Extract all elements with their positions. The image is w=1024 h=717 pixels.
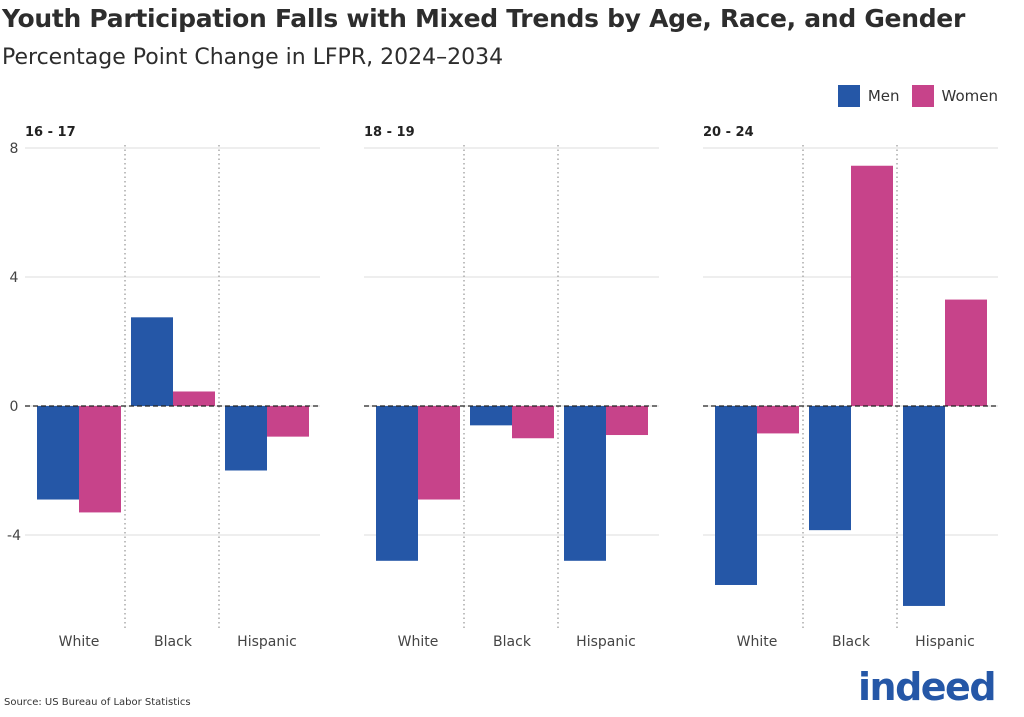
bar-20-24-black-men [809, 406, 851, 531]
chart-title: Youth Participation Falls with Mixed Tre… [2, 4, 965, 33]
bar-18-19-hispanic-women [606, 406, 648, 436]
chart-subtitle: Percentage Point Change in LFPR, 2024–20… [2, 45, 504, 70]
bar-20-24-black-women [851, 165, 893, 406]
bar-16-17-black-men [131, 317, 173, 406]
x-tick-label: White [59, 634, 100, 650]
y-tick-label: -4 [7, 528, 21, 544]
x-tick-label: Black [832, 634, 871, 650]
x-tick-label: White [398, 634, 439, 650]
bar-18-19-white-men [376, 406, 418, 561]
x-tick-label: Black [493, 634, 532, 650]
y-tick-label: 8 [10, 141, 19, 157]
legend-label-women: Women [941, 87, 998, 105]
x-tick-label: Hispanic [915, 634, 975, 650]
x-tick-label: Hispanic [576, 634, 636, 650]
legend: Men Women [826, 85, 998, 107]
x-tick-label: White [737, 634, 778, 650]
source-note: Source: US Bureau of Labor Statistics [4, 697, 191, 708]
indeed-logo: indeed [858, 665, 997, 709]
bar-20-24-white-women [757, 406, 799, 434]
bar-18-19-black-men [470, 406, 512, 426]
bar-16-17-hispanic-men [225, 406, 267, 471]
panel-title: 20 - 24 [703, 125, 754, 140]
x-tick-label: Hispanic [237, 634, 297, 650]
y-tick-label: 4 [10, 270, 19, 286]
legend-swatch-women [911, 85, 934, 107]
bar-16-17-black-women [173, 391, 215, 406]
legend-label-men: Men [867, 87, 900, 105]
bar-16-17-white-women [79, 406, 121, 513]
bar-18-19-white-women [418, 406, 460, 500]
bar-16-17-white-men [37, 406, 79, 500]
panel-title: 16 - 17 [25, 125, 76, 140]
bar-20-24-white-men [715, 406, 757, 585]
panel-title: 18 - 19 [364, 125, 415, 140]
bar-18-19-hispanic-men [564, 406, 606, 561]
bar-20-24-hispanic-men [903, 406, 945, 606]
x-tick-label: Black [154, 634, 193, 650]
legend-swatch-men [837, 85, 860, 107]
y-tick-label: 0 [10, 399, 19, 415]
bar-18-19-black-women [512, 406, 554, 439]
bar-16-17-hispanic-women [267, 406, 309, 437]
bar-20-24-hispanic-women [945, 299, 987, 406]
